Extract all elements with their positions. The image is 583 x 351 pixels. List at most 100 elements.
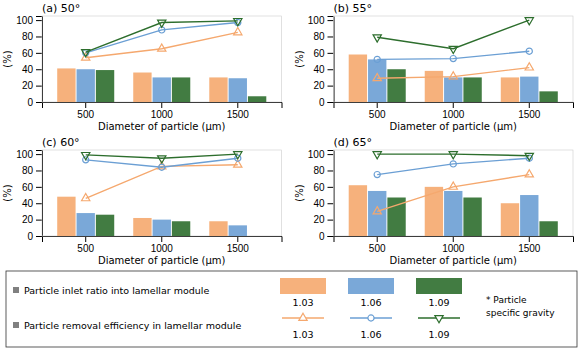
y-tick-line xyxy=(328,102,334,103)
x-tick-label: 500 xyxy=(77,243,94,254)
y-tick: 40 xyxy=(313,198,333,209)
y-axis-title: (%) xyxy=(2,184,13,201)
y-tick-label: 100 xyxy=(16,149,33,160)
marker xyxy=(82,50,90,57)
legend-label: 1.06 xyxy=(360,297,381,308)
x-tick-label: 1000 xyxy=(151,109,174,120)
y-tick-label: 60 xyxy=(313,48,325,59)
x-axis: 50010001500 xyxy=(334,102,574,120)
y-tick: 100 xyxy=(16,149,42,160)
x-tick: 500 xyxy=(77,102,94,120)
y-tick-label: 80 xyxy=(313,165,325,176)
marker xyxy=(234,19,242,26)
marker xyxy=(158,44,166,51)
bar xyxy=(229,78,247,102)
x-tick-line xyxy=(529,236,530,242)
y-axis-title: (%) xyxy=(294,50,305,67)
x-axis-line xyxy=(43,103,283,109)
x-tick-label: 500 xyxy=(77,109,94,120)
bar xyxy=(539,221,557,236)
x-tick-line xyxy=(161,236,162,242)
y-tick-label: 0 xyxy=(27,97,33,108)
line xyxy=(377,175,529,212)
y-tick: 0 xyxy=(319,97,334,108)
marker xyxy=(525,153,533,160)
bar xyxy=(387,69,405,102)
bar xyxy=(463,198,481,236)
y-tick-label: 100 xyxy=(308,149,325,160)
y-tick-label: 20 xyxy=(22,80,34,91)
y-tick-line xyxy=(36,36,42,37)
x-tick-line xyxy=(85,236,86,242)
x-tick-label: 1500 xyxy=(518,243,541,254)
x-tick-line xyxy=(377,102,378,108)
y-tick: 80 xyxy=(22,165,42,176)
y-tick: 20 xyxy=(22,80,42,91)
marker xyxy=(82,153,90,160)
y-tick-line xyxy=(36,220,42,221)
y-tick: 40 xyxy=(313,64,333,75)
x-tick-label: 1000 xyxy=(151,243,174,254)
bar xyxy=(57,68,75,102)
panel-title: (c) 60° xyxy=(42,136,80,149)
bar xyxy=(172,77,190,102)
bar xyxy=(368,59,386,102)
y-tick-label: 100 xyxy=(16,15,33,26)
y-axis-title: (%) xyxy=(294,184,305,201)
legend-bullet xyxy=(13,322,19,328)
x-axis-title: Diameter of particle (μm) xyxy=(98,121,226,132)
line xyxy=(86,21,238,52)
y-tick-line xyxy=(36,154,42,155)
y-tick: 20 xyxy=(313,80,333,91)
x-axis-title: Diameter of particle (μm) xyxy=(98,255,226,266)
y-tick: 40 xyxy=(22,198,42,209)
marks xyxy=(349,18,558,102)
legend-swatch xyxy=(280,278,326,294)
x-axis: 50010001500 xyxy=(334,236,574,254)
y-axis-line xyxy=(36,151,43,237)
y-tick: 40 xyxy=(22,64,42,75)
y-tick-line xyxy=(36,53,42,54)
y-tick-label: 80 xyxy=(313,31,325,42)
bar xyxy=(96,70,114,102)
x-tick: 1500 xyxy=(518,236,541,254)
legend-bullet xyxy=(13,287,19,293)
marks xyxy=(349,152,558,236)
marker xyxy=(449,152,457,159)
marker xyxy=(449,72,457,79)
marker xyxy=(450,56,456,62)
x-axis-line xyxy=(334,103,574,109)
x-tick: 500 xyxy=(369,102,386,120)
y-tick: 80 xyxy=(313,165,333,176)
bar xyxy=(425,187,443,236)
marker xyxy=(449,182,457,189)
y-axis-line xyxy=(36,17,43,103)
plot-frame xyxy=(334,16,574,102)
line xyxy=(377,68,529,79)
x-axis-line xyxy=(334,237,574,243)
marker xyxy=(158,20,166,27)
plot-frame xyxy=(334,150,574,236)
x-tick-label: 1500 xyxy=(227,109,250,120)
bar xyxy=(248,236,266,237)
x-tick: 1000 xyxy=(442,236,465,254)
marker xyxy=(373,152,381,159)
y-tick-line xyxy=(328,154,334,155)
bar xyxy=(77,213,95,236)
y-axis: 020406080100 xyxy=(308,15,334,108)
y-tick: 20 xyxy=(313,214,333,225)
plot-frame xyxy=(42,16,282,102)
bar xyxy=(463,77,481,102)
line xyxy=(86,165,238,199)
y-tick-line xyxy=(328,20,334,21)
bar xyxy=(96,215,114,236)
y-tick-label: 40 xyxy=(22,198,34,209)
x-tick-line xyxy=(377,236,378,242)
y-tick: 60 xyxy=(22,182,42,193)
legend-label: 1.09 xyxy=(428,329,449,340)
y-tick: 0 xyxy=(319,231,334,242)
x-tick-label: 1500 xyxy=(227,243,250,254)
bar xyxy=(444,77,462,102)
y-tick-line xyxy=(328,187,334,188)
legend-marker xyxy=(368,315,374,321)
